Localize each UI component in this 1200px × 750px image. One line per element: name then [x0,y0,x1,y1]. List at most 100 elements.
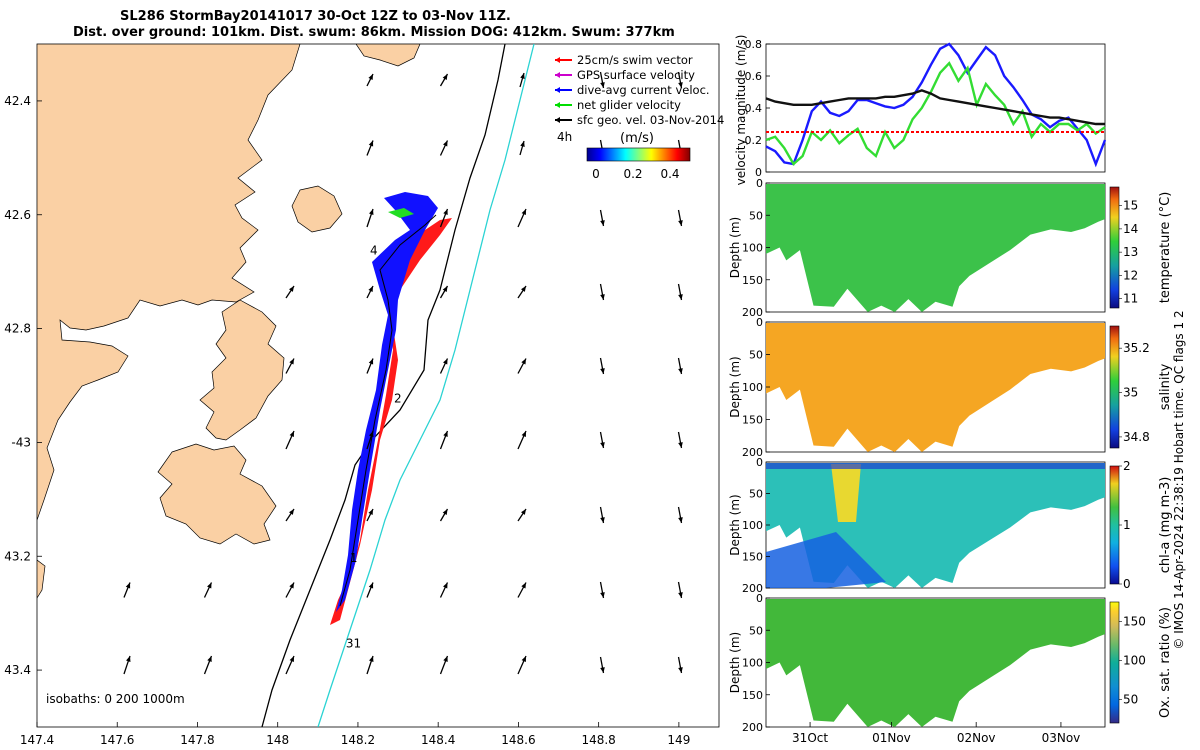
geo-velocity-arrow [366,208,374,228]
colorbar-label: Ox. sat. ratio (%) [1158,607,1173,718]
map-y-tick-label: 42.8 [4,322,31,336]
geo-velocity-arrow [123,655,131,675]
speed-colorbar [586,147,691,162]
geo-velocity-arrow [517,285,527,299]
colorbar-label: salinity [1158,363,1173,410]
map-x-tick-label: 148.8 [581,733,615,747]
geo-velocity-arrow [677,209,683,227]
geo-velocity-arrow [599,209,605,227]
colorbar-tick-label: 2 [1123,459,1131,473]
geo-velocity-arrow [599,506,605,524]
colorbar-tick-label: 100 [1123,654,1146,668]
time-step-label: 4h [557,130,572,144]
chl-low-patch [766,532,886,588]
schouten-island [355,44,421,67]
geo-velocity-arrow [439,582,449,598]
map-y-tick-label: 42.6 [4,208,31,222]
maria-island [291,185,343,233]
net-velocity-band [388,208,414,218]
map-x-tick-label: 148.4 [421,733,455,747]
geo-velocity-arrow [366,73,374,87]
geostrophic-arrows [123,71,683,727]
depth-tick-label: 100 [742,657,763,670]
map-y-tick-label: -43 [11,435,31,449]
map-x-tick-label: 149 [667,733,690,747]
forestier-peninsula [199,299,285,441]
speed-colorbar-tick: 0.2 [623,167,642,181]
geo-velocity-arrow [517,655,527,675]
chl-surface-band [766,463,1105,469]
geo-velocity-arrow [519,140,525,156]
velocity-y-tick-label: 0.6 [745,70,763,83]
section-panel: 0 50 100 150 200 Depth (m) 0 1 2 chl-a (mg m-3) [728,456,1173,595]
geo-velocity-arrow [366,430,374,450]
velocity-series [765,42,1107,168]
velocity-ylabel: velocity magnitude (m/s) [734,35,748,186]
depth-tick-label: 50 [749,488,763,501]
colorbar-tick-label: 34.8 [1123,430,1150,444]
geo-velocity-arrow [366,140,374,156]
map-x-tick-label: 148 [266,733,289,747]
depth-ylabel: Depth (m) [728,494,742,555]
depth-tick-label: 200 [742,582,763,595]
depth-tick-label: 50 [749,209,763,222]
speed-colorbar-label: (m/s) [620,131,654,146]
day-marker-label: 4 [370,244,378,258]
depth-tick-label: 200 [742,721,763,734]
geo-velocity-arrow [366,358,374,374]
depth-tick-label: 150 [742,274,763,287]
geo-velocity-arrow [517,208,527,228]
geo-velocity-arrow [366,508,374,522]
geo-velocity-arrow [599,656,605,674]
depth-tick-label: 50 [749,349,763,362]
geo-velocity-arrow [439,140,449,156]
colorbar-tick-label: 150 [1123,615,1146,629]
legend-arrowhead [555,102,560,108]
glider-track [330,192,452,625]
figure-title-line-1: SL286 StormBay20141017 30-Oct 12Z to 03-… [120,9,511,24]
depth-tick-label: 0 [756,177,763,190]
geo-velocity-arrow [366,655,374,675]
geo-velocity-arrow [285,358,295,374]
colorbar-tick-label: 0 [1123,577,1131,591]
depth-tick-label: 200 [742,446,763,459]
current-vector-band [336,192,438,612]
geo-velocity-arrow [677,581,683,599]
geo-velocity-arrow [439,508,449,522]
legend-label: dive-avg current veloc. [577,83,710,97]
depth-ylabel: Depth (m) [728,217,742,278]
depth-tick-label: 100 [742,381,763,394]
depth-tick-label: 50 [749,624,763,637]
section-data-field [766,323,1105,452]
map-y-tick-label: 43.4 [4,663,31,677]
legend-arrowhead [555,57,560,63]
geo-velocity-arrow [599,283,605,301]
map-x-tick-label: 147.8 [180,733,214,747]
geo-velocity-arrow [439,285,449,299]
day-marker-label: 1 [350,551,358,565]
section-data-field [766,599,1105,727]
geo-velocity-arrow [439,208,449,228]
section-panel: 0 50 100 150 200 Depth (m) 11 12 13 14 15 temperatu… [728,177,1173,319]
colorbar-tick-label: 13 [1123,245,1138,259]
isobath-1000m [317,44,535,727]
legend-arrowhead [555,72,560,78]
geo-velocity-arrow [439,655,449,675]
tasman-peninsula [157,443,277,545]
map-x-tick-label: 148.6 [501,733,535,747]
speed-colorbar-tick: 0 [592,167,600,181]
colorbar-tick-label: 12 [1123,268,1138,282]
geo-velocity-arrow [599,71,605,89]
geo-velocity-arrow [599,431,605,449]
credit-line: © IMOS 14-Apr-2024 22:38:19 Hobart time.… [1172,310,1186,649]
time-axis: 31Oct 01Nov 02Nov 03Nov [792,722,1080,745]
velocity-series-line [765,61,1106,166]
depth-tick-label: 100 [742,519,763,532]
depth-tick-label: 0 [756,316,763,329]
depth-tick-label: 150 [742,551,763,564]
colorbar-label: temperature (°C) [1158,192,1173,304]
time-tick-label: 03Nov [1042,731,1081,745]
geo-velocity-arrow [285,655,295,675]
geo-velocity-arrow [366,285,374,299]
